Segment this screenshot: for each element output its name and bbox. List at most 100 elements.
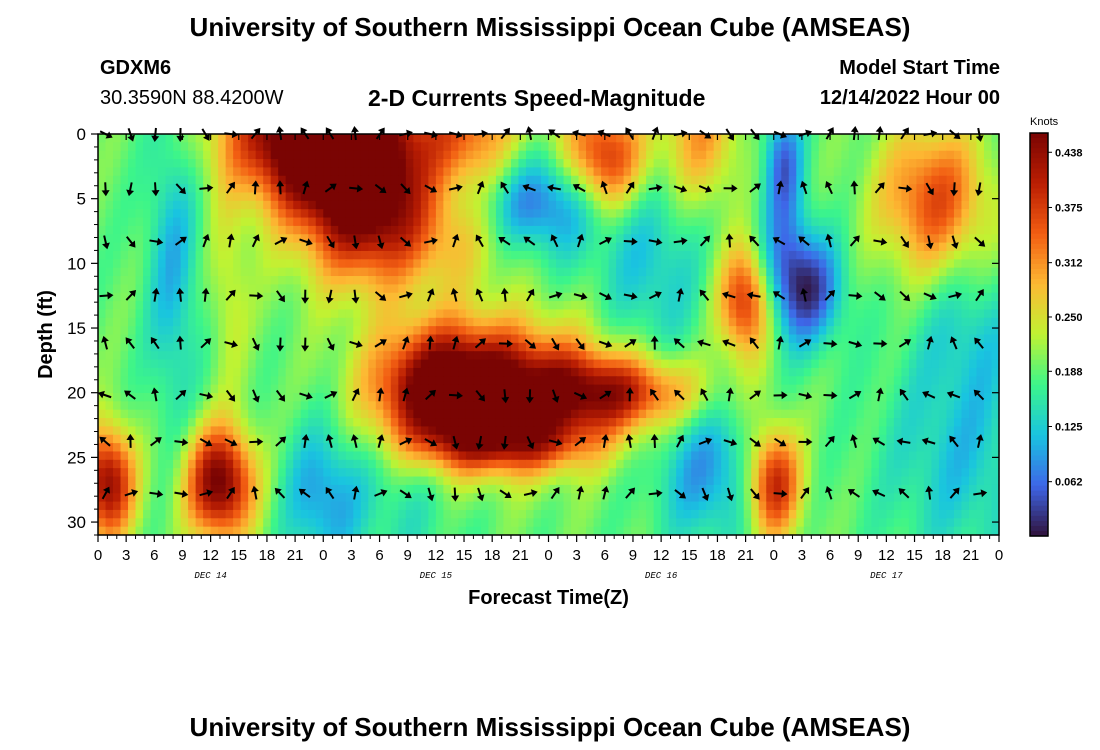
heat-cell (368, 284, 377, 294)
heat-cell (315, 309, 324, 319)
heat-cell (390, 209, 399, 219)
heat-cell (586, 359, 595, 369)
heat-cell (931, 401, 940, 411)
heat-cell (661, 134, 670, 143)
heat-cell (173, 342, 182, 352)
heat-cell (128, 292, 137, 302)
heat-cell (796, 142, 805, 152)
heat-cell (315, 276, 324, 285)
heat-cell (736, 217, 745, 227)
heat-cell (315, 334, 324, 344)
heat-cell (120, 434, 129, 444)
heat-cell (458, 468, 467, 478)
heat-cell (548, 200, 557, 210)
heat-cell (593, 326, 602, 336)
heat-cell (833, 142, 842, 152)
heat-cell (908, 276, 918, 285)
heat-cell (833, 250, 842, 260)
heat-cell (968, 134, 978, 143)
heat-cell (518, 276, 527, 285)
heat-cell (263, 468, 272, 478)
heat-cell (203, 159, 212, 169)
heat-cell (638, 384, 647, 394)
heat-cell (263, 317, 272, 327)
heat-cell (105, 242, 114, 252)
heat-cell (210, 434, 219, 444)
heat-cell (458, 217, 467, 227)
heat-cell (540, 167, 550, 177)
heat-cell (601, 217, 610, 227)
heat-cell (893, 192, 902, 202)
heat-cell (255, 418, 264, 427)
heat-cell (165, 184, 174, 194)
heat-cell (480, 200, 490, 210)
heat-cell (330, 409, 339, 419)
heat-cell (308, 167, 317, 177)
heat-cell (976, 200, 985, 210)
heat-cell (886, 426, 895, 436)
heat-cell (458, 267, 467, 277)
heat-cell (413, 159, 422, 169)
heat-cell (691, 451, 700, 461)
heat-cell (165, 217, 174, 227)
heat-cell (443, 301, 452, 311)
heat-cell (683, 175, 692, 185)
heat-cell (120, 259, 129, 269)
heat-cell (743, 276, 752, 285)
heat-cell (135, 301, 144, 311)
heat-cell (435, 451, 444, 461)
heat-cell (203, 259, 212, 269)
heat-cell (188, 200, 197, 210)
heat-cell (961, 359, 970, 369)
heat-cell (586, 334, 595, 344)
heat-cell (420, 276, 429, 285)
heat-cell (646, 167, 655, 177)
heat-cell (533, 150, 542, 160)
heat-cell (751, 250, 760, 260)
heat-cell (165, 259, 174, 269)
heat-cell (653, 409, 662, 419)
heat-cell (781, 359, 790, 369)
heat-cell (796, 309, 805, 319)
heat-cell (173, 209, 182, 219)
heat-cell (818, 401, 827, 411)
heat-cell (233, 217, 242, 227)
heat-cell (916, 242, 925, 252)
heat-cell (315, 451, 324, 461)
heat-cell (728, 225, 737, 235)
heat-cell (653, 167, 662, 177)
heat-cell (255, 384, 264, 394)
heat-cell (135, 259, 144, 269)
heat-cell (871, 150, 880, 160)
heat-cell (413, 192, 422, 202)
heat-cell (676, 200, 685, 210)
heat-cell (143, 409, 152, 419)
heat-cell (525, 301, 535, 311)
heat-cell (98, 317, 107, 327)
heat-cell (728, 342, 737, 352)
heat-cell (713, 225, 722, 235)
heat-cell (616, 150, 625, 160)
heat-cell (766, 426, 775, 436)
heat-cell (165, 225, 174, 235)
heat-cell (270, 192, 279, 202)
heat-cell (548, 401, 557, 411)
heat-cell (728, 175, 737, 185)
heat-cell (98, 443, 107, 453)
heat-cell (961, 284, 970, 294)
heat-cell (571, 134, 580, 143)
heat-cell (360, 459, 369, 469)
heat-cell (556, 401, 565, 411)
heat-cell (961, 175, 970, 185)
heat-cell (338, 317, 347, 327)
heat-cell (826, 401, 835, 411)
heat-cell (706, 392, 715, 402)
heat-cell (128, 167, 137, 177)
heat-cell (225, 443, 234, 453)
heat-cell (143, 242, 152, 252)
heat-cell (848, 342, 857, 352)
heat-cell (983, 167, 993, 177)
heat-cell (360, 309, 369, 319)
heat-cell (435, 351, 444, 361)
heat-cell (661, 376, 670, 386)
